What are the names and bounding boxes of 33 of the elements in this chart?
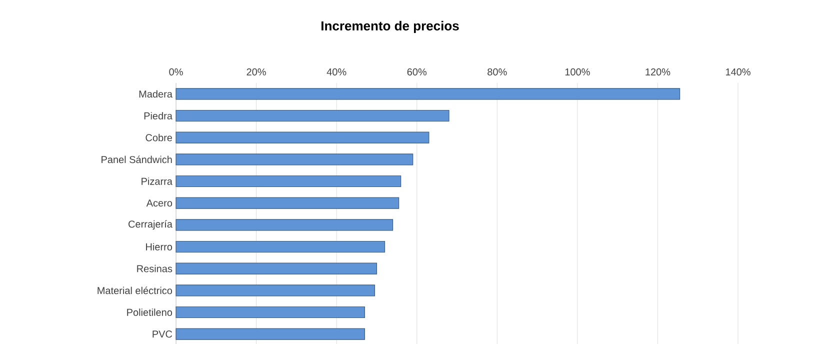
bar [176,328,365,340]
chart-title: Incremento de precios [322,20,459,34]
x-tick-label: 60% [407,68,427,76]
x-tick-label: 100% [565,68,590,76]
x-tick-label: 120% [646,68,670,76]
y-tick-label: Polietileno [127,308,172,316]
bar [176,197,400,209]
bar [176,219,394,231]
bar [176,262,378,274]
bar [176,110,450,122]
bar [176,175,402,188]
bar [176,154,414,166]
x-tick-label: 0% [169,68,183,76]
y-tick-label: Material eléctrico [98,286,172,294]
bar [176,240,386,253]
x-tick-label: 20% [246,68,266,76]
y-tick-label: Acero [146,200,172,207]
y-tick-label: Pizarra [142,178,172,185]
y-tick-label: Cerrajería [128,220,172,230]
y-tick-label: Piedra [144,112,172,120]
bar [176,132,430,144]
bar [176,284,376,296]
x-tick-label: 140% [726,68,750,76]
y-tick-label: Madera [139,90,172,98]
y-tick-label: Cobre [146,134,172,142]
y-tick-label: Panel Sándwich [102,156,172,164]
x-tick-label: 40% [326,68,346,76]
bar [176,306,365,318]
x-tick-label: 80% [488,68,507,76]
y-tick-label: PVC [152,330,172,338]
y-tick-label: Hierro [146,243,172,250]
y-tick-label: Resinas [137,264,172,272]
bar [176,88,680,100]
